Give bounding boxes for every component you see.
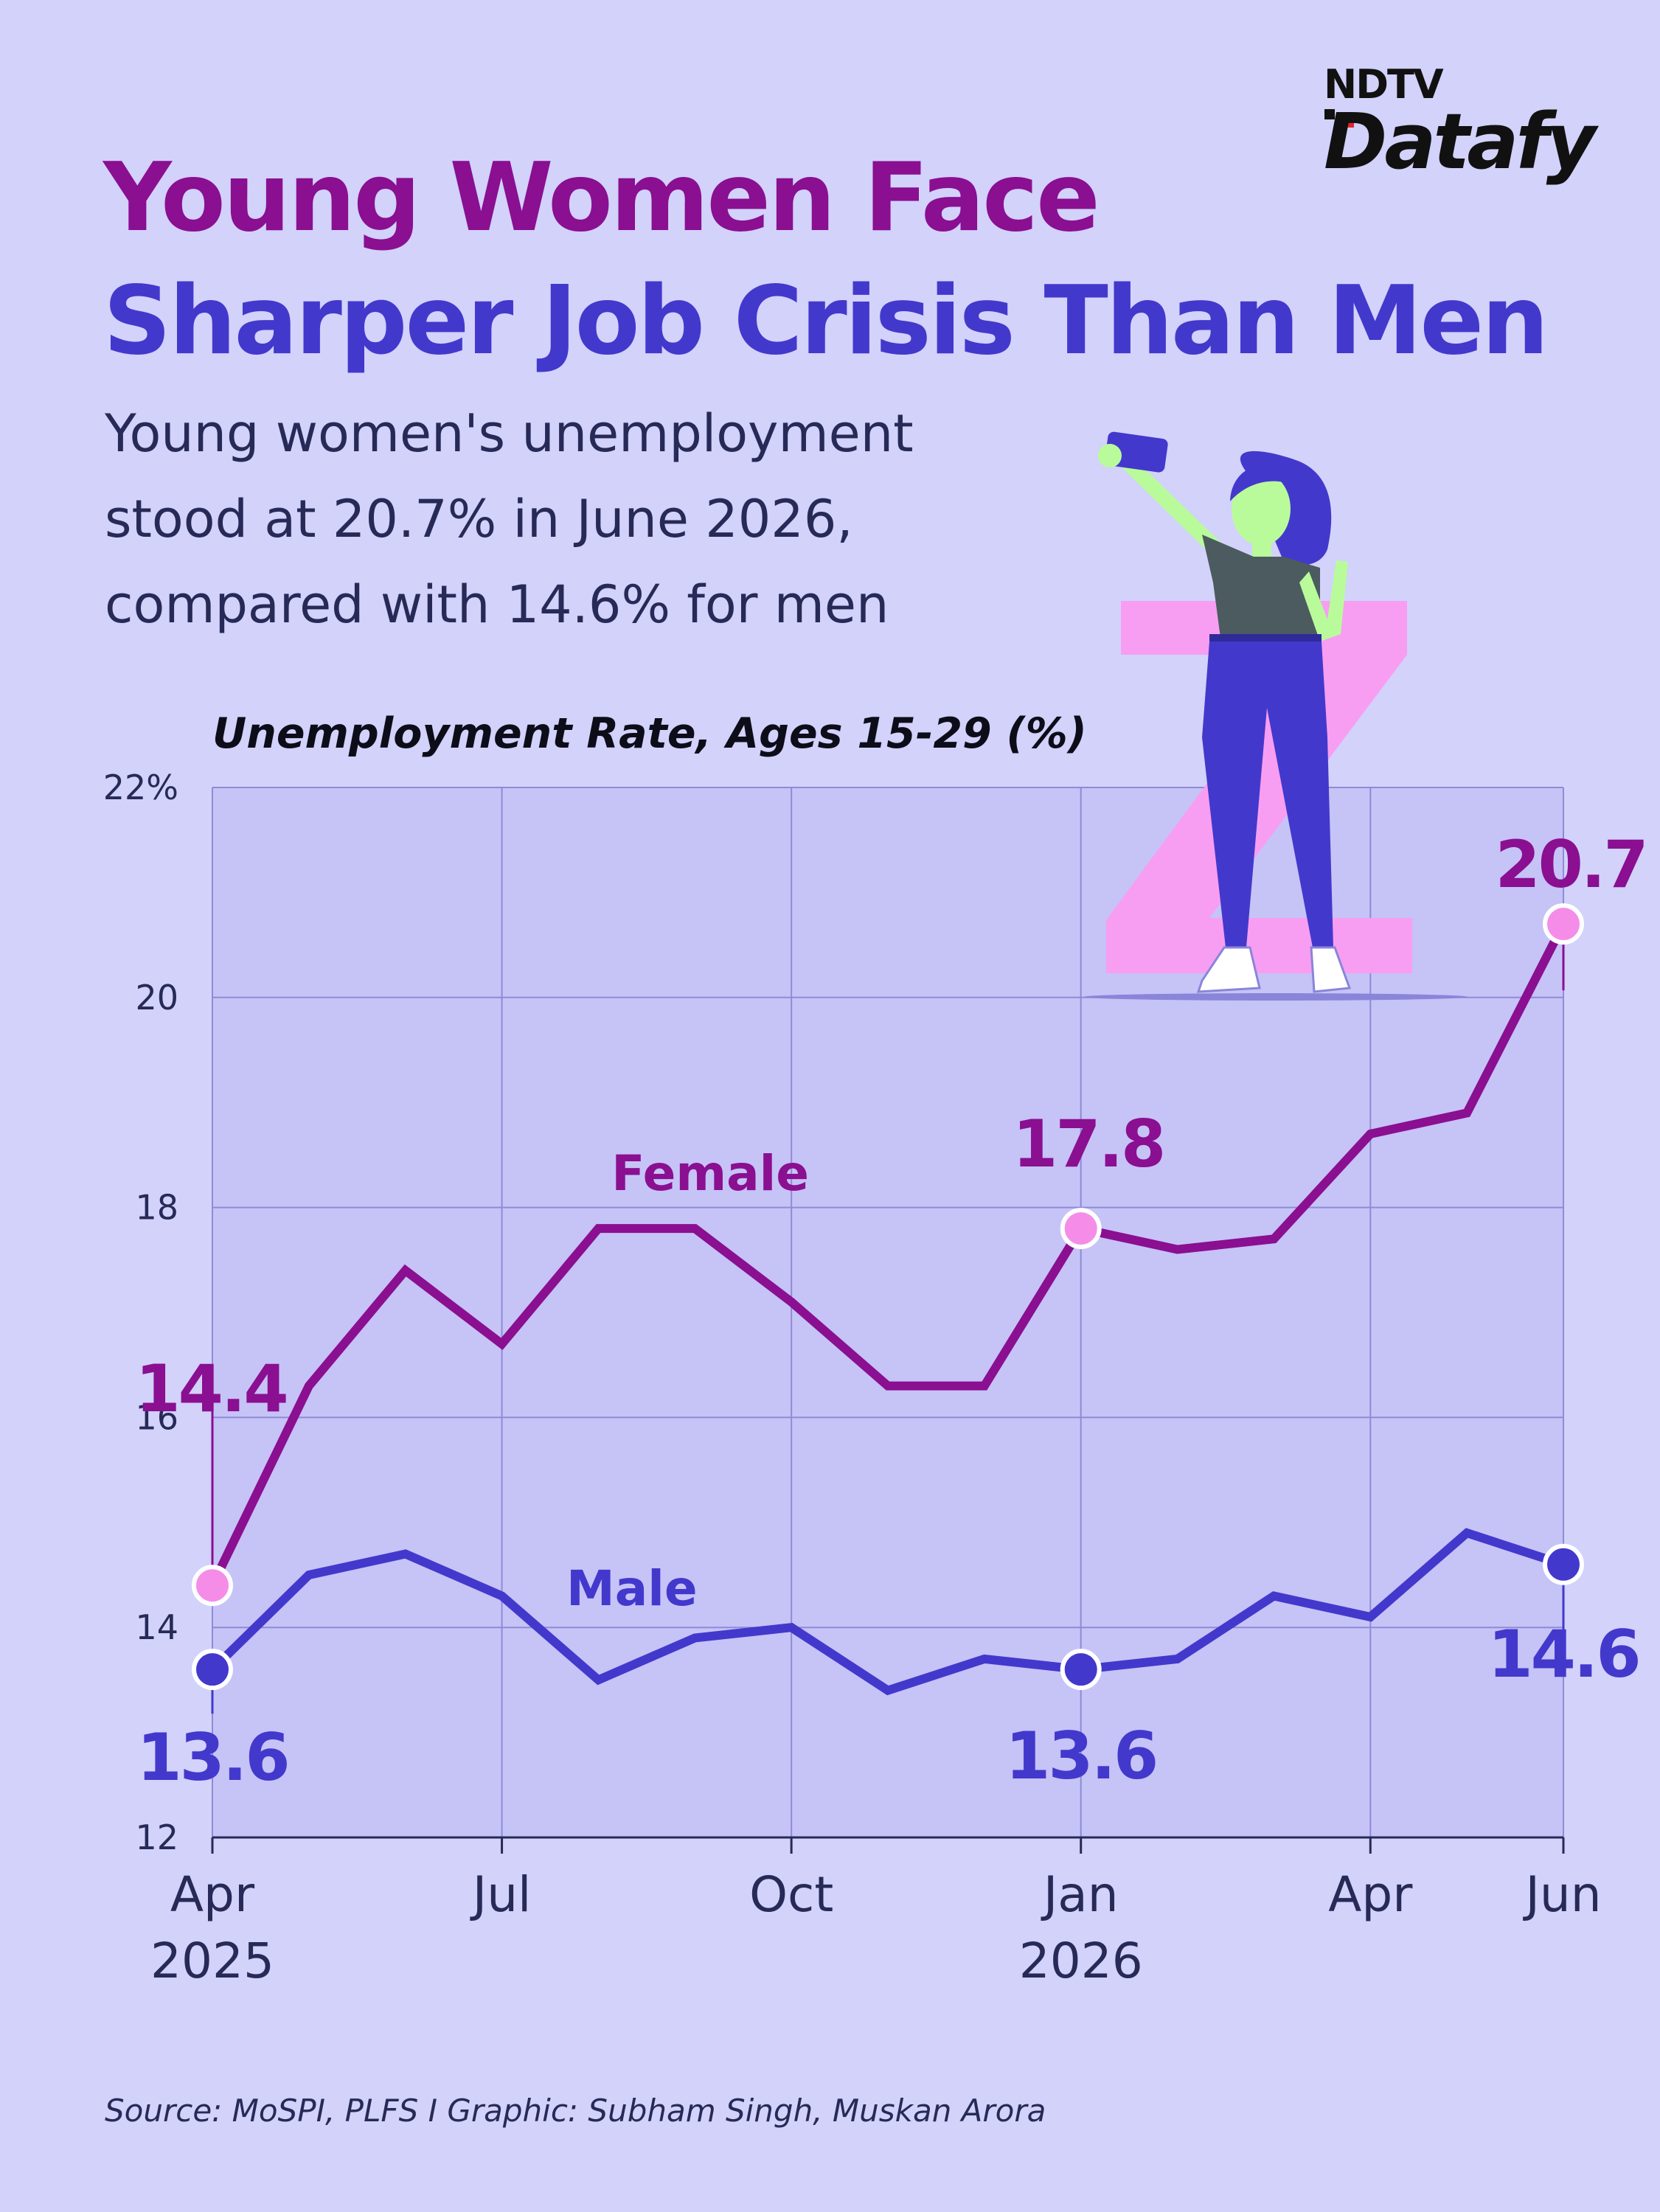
gridlines: [212, 787, 1564, 1839]
trousers-icon: [1202, 641, 1333, 947]
male-data-label: 14.6: [1487, 1616, 1639, 1692]
male-series-label: Male: [566, 1560, 698, 1617]
y-tick-label: 18: [135, 1188, 178, 1228]
series-name-labels: Female Male: [566, 1145, 809, 1617]
female-marker: [1543, 903, 1584, 945]
x-tick-label: Apr: [1328, 1866, 1413, 1923]
male-marker: [1543, 1543, 1584, 1585]
female-marker: [1060, 1208, 1102, 1250]
x-tick-marks: [211, 1837, 1565, 1854]
brand-logo-square: [1324, 109, 1335, 119]
male-marker: [1060, 1649, 1102, 1691]
left-shoe-icon: [1196, 946, 1261, 993]
x-tick-sublabel: 2026: [1019, 1933, 1143, 1989]
y-tick-label: 20: [135, 978, 178, 1018]
female-data-label: 20.7: [1495, 827, 1646, 902]
title-line-2: Sharper Job Crisis Than Men: [103, 266, 1549, 376]
series-markers: [192, 903, 1584, 1691]
y-tick-label: 14: [135, 1607, 178, 1647]
data-labels: 14.4 17.8 20.7 13.6 13.6 14.6: [135, 827, 1648, 1795]
bent-arm-icon: [1299, 560, 1348, 641]
y-axis-tick-labels: 12 14 16 18 20 22%: [103, 768, 178, 1857]
female-series-label: Female: [611, 1145, 809, 1202]
hair-front-icon: [1230, 465, 1296, 501]
subtitle-line-1: Young women's unemployment: [105, 403, 914, 464]
hand-icon: [1098, 444, 1122, 467]
source-note: Source: MoSPI, PLFS I Graphic: Subham Si…: [105, 2093, 1046, 2129]
x-axis-tick-labels: Apr 2025 Jul Oct Jan 2026 Apr Jun: [150, 1866, 1602, 1989]
right-shoe-icon: [1310, 946, 1352, 993]
x-tick-label: Jun: [1522, 1866, 1601, 1923]
woman-selfie-illustration: [1084, 431, 1468, 1001]
y-tick-label: 16: [135, 1397, 178, 1437]
brand-logo-bottom: Datafy: [1324, 97, 1596, 187]
male-marker: [192, 1649, 233, 1691]
x-tick-label: Jul: [470, 1866, 532, 1923]
female-marker: [192, 1565, 233, 1607]
brand-logo-dot: [1342, 116, 1354, 128]
x-tick-label: Jan: [1041, 1866, 1119, 1923]
brand-logo-top: NDTV: [1324, 61, 1444, 108]
y-tick-label: 12: [135, 1818, 178, 1857]
male-data-label: 13.6: [136, 1719, 288, 1795]
y-tick-label: 22%: [103, 768, 178, 807]
phone-icon: [1105, 431, 1168, 473]
subtitle: Young women's unemployment stood at 20.7…: [105, 391, 1049, 647]
subtitle-line-3: compared with 14.6% for men: [105, 574, 889, 635]
series-lines: [208, 922, 1568, 1714]
floor-shadow-icon: [1084, 993, 1468, 1001]
x-tick-label: Oct: [749, 1866, 833, 1923]
shirt-icon: [1202, 535, 1320, 638]
chart-title: Unemployment Rate, Ages 15-29 (%): [212, 709, 1087, 758]
female-data-label: 17.8: [1013, 1106, 1164, 1182]
x-tick-sublabel: 2025: [150, 1933, 274, 1989]
raised-arm-icon: [1110, 442, 1224, 559]
male-line: [209, 1528, 1565, 1696]
subtitle-line-2: stood at 20.7% in June 2026,: [105, 489, 853, 549]
female-data-label: 14.4: [135, 1351, 286, 1427]
x-tick-label: Apr: [170, 1866, 255, 1923]
male-data-label: 13.6: [1005, 1718, 1156, 1794]
title-line-1: Young Women Face: [103, 143, 1100, 253]
female-line: [208, 922, 1568, 1587]
head-icon: [1232, 472, 1291, 546]
